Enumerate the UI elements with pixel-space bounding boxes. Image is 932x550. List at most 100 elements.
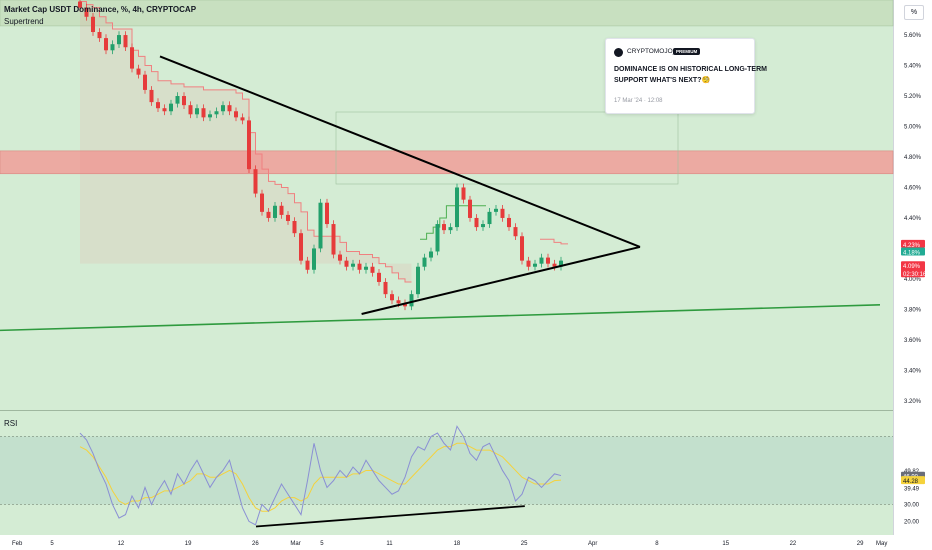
candle-body[interactable] xyxy=(539,257,544,264)
candle-body[interactable] xyxy=(260,193,264,212)
candle-body[interactable] xyxy=(169,103,173,112)
idea-note-card[interactable]: CRYPTOMOJO_TA PREMIUM DOMINANCE IS ON HI… xyxy=(605,38,767,114)
candle-body[interactable] xyxy=(513,227,518,237)
candle-body[interactable] xyxy=(156,102,160,109)
candle-body[interactable] xyxy=(325,202,329,225)
note-date: 17 Mar '24 · 12:08 xyxy=(614,98,663,104)
candle-body[interactable] xyxy=(383,281,388,295)
candle-body[interactable] xyxy=(299,233,303,261)
candle-body[interactable] xyxy=(494,208,498,212)
candle-body[interactable] xyxy=(292,221,297,234)
candle-body[interactable] xyxy=(84,7,89,17)
candle-body[interactable] xyxy=(221,105,225,112)
rsi-ma-badge-text: 44.28 xyxy=(903,479,919,485)
candle-body[interactable] xyxy=(273,205,277,218)
rsi-band xyxy=(0,436,893,505)
upper-band-badge-text: 4.23% xyxy=(903,243,921,249)
candle-body[interactable] xyxy=(442,224,446,231)
x-tick-label: 11 xyxy=(386,541,393,547)
x-tick-label: 25 xyxy=(521,541,528,547)
candle-body[interactable] xyxy=(396,300,401,304)
candle-body[interactable] xyxy=(195,108,199,115)
candle-body[interactable] xyxy=(247,120,251,170)
candle-body[interactable] xyxy=(91,16,95,33)
candle-body[interactable] xyxy=(455,187,459,228)
candle-body[interactable] xyxy=(305,260,310,270)
rsi-line[interactable] xyxy=(79,425,562,526)
candle-body[interactable] xyxy=(253,169,258,194)
candle-body[interactable] xyxy=(143,74,147,90)
candle-body[interactable] xyxy=(162,108,167,112)
candle-body[interactable] xyxy=(344,260,349,267)
candle-body[interactable] xyxy=(409,294,414,307)
rsi-support-trendline[interactable] xyxy=(255,505,525,528)
candle-body[interactable] xyxy=(377,272,381,282)
candle-body[interactable] xyxy=(357,263,362,270)
candle-body[interactable] xyxy=(416,266,420,295)
candle-body[interactable] xyxy=(97,32,102,39)
candle-body[interactable] xyxy=(448,227,453,231)
candle-body[interactable] xyxy=(227,105,232,112)
candle-body[interactable] xyxy=(533,263,537,267)
supertrend-indicator-label[interactable]: Supertrend xyxy=(4,17,44,26)
candle-body[interactable] xyxy=(338,254,342,261)
candle-body[interactable] xyxy=(240,117,245,121)
candle-body[interactable] xyxy=(286,214,290,222)
candle-body[interactable] xyxy=(435,224,440,252)
author-name[interactable]: CRYPTOMOJO_TA xyxy=(627,48,685,55)
x-tick-label: Feb xyxy=(12,541,23,547)
candle-body[interactable] xyxy=(351,263,355,267)
candle-body[interactable] xyxy=(104,38,108,51)
candle-body[interactable] xyxy=(188,105,193,115)
candle-body[interactable] xyxy=(390,294,394,301)
candle-body[interactable] xyxy=(331,224,336,255)
candle-body[interactable] xyxy=(526,260,531,267)
candle-body[interactable] xyxy=(110,44,115,51)
candle-body[interactable] xyxy=(403,303,407,307)
candle-body[interactable] xyxy=(429,251,433,258)
candle-body[interactable] xyxy=(461,187,466,200)
candle-body[interactable] xyxy=(123,35,128,48)
candle-body[interactable] xyxy=(182,96,186,106)
candle-body[interactable] xyxy=(487,211,492,225)
candle-body[interactable] xyxy=(318,202,323,249)
candle-body[interactable] xyxy=(175,96,180,104)
candle-body[interactable] xyxy=(208,114,212,118)
candle-body[interactable] xyxy=(468,199,472,218)
candle-body[interactable] xyxy=(149,89,154,103)
candle-body[interactable] xyxy=(266,211,271,218)
candle-body[interactable] xyxy=(234,111,238,118)
candle-body[interactable] xyxy=(552,263,557,267)
candle-body[interactable] xyxy=(520,236,524,261)
candle-body[interactable] xyxy=(559,260,563,267)
chart-title[interactable]: Market Cap USDT Dominance, %, 4h, CRYPTO… xyxy=(4,5,197,14)
candle-body[interactable] xyxy=(422,257,427,267)
candle-body[interactable] xyxy=(364,266,368,270)
candle-body[interactable] xyxy=(78,1,82,8)
candle-body[interactable] xyxy=(136,68,141,75)
percent-scale-button[interactable]: % xyxy=(904,5,924,20)
y-tick-label: 3.20% xyxy=(904,399,922,405)
rsi-pane-label[interactable]: RSI xyxy=(4,419,18,428)
candle-body[interactable] xyxy=(117,35,121,45)
x-tick-label: 15 xyxy=(722,541,729,547)
candle-body[interactable] xyxy=(130,47,134,69)
supertrend-down-line xyxy=(80,1,412,283)
candle-body[interactable] xyxy=(500,208,505,218)
long-term-support-trendline[interactable] xyxy=(0,304,881,332)
candle-body[interactable] xyxy=(507,217,511,228)
candle-body[interactable] xyxy=(214,111,219,115)
candle-body[interactable] xyxy=(201,108,206,118)
upper-band-badge xyxy=(901,239,925,248)
descending-resistance-trendline[interactable] xyxy=(159,55,641,248)
lower-band-badge xyxy=(901,247,925,256)
candle-body[interactable] xyxy=(279,205,284,215)
candle-body[interactable] xyxy=(370,266,375,273)
candle-body[interactable] xyxy=(312,248,316,270)
y-tick-label: 4.60% xyxy=(904,185,922,191)
ascending-support-trendline[interactable] xyxy=(361,245,641,315)
candle-body[interactable] xyxy=(546,257,550,264)
candle-body[interactable] xyxy=(481,224,485,228)
candle-body[interactable] xyxy=(474,217,479,228)
